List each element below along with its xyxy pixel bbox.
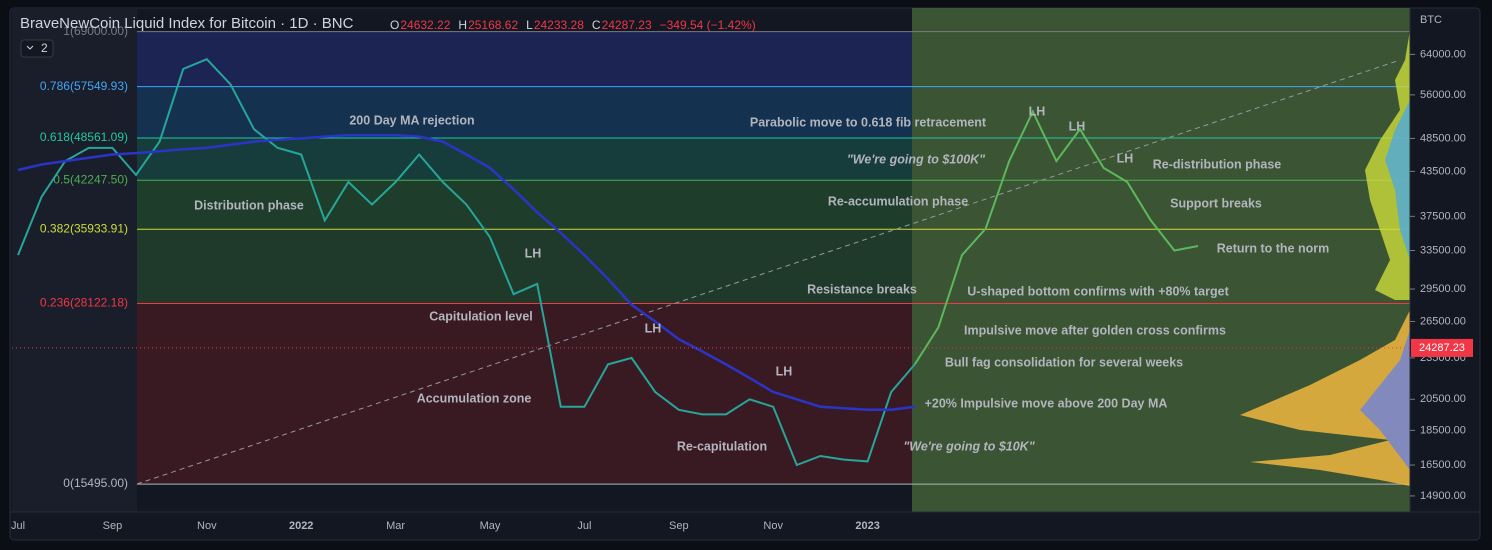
fib-label: 0.786(57549.93) (40, 79, 128, 93)
annotation: LH (1069, 119, 1086, 133)
x-tick-label: Jul (577, 520, 591, 532)
annotation: LH (1029, 104, 1046, 118)
y-tick-label: 29500.00 (1420, 283, 1466, 295)
x-tick-label: Nov (197, 520, 217, 532)
ohlc-key: H (458, 18, 467, 32)
y-tick-label: 16500.00 (1420, 459, 1466, 471)
price-tag (1411, 338, 1473, 357)
zone (137, 180, 912, 230)
annotation: +20% Impulsive move above 200 Day MA (925, 396, 1168, 410)
ohlc-key: C (592, 18, 601, 32)
price-line (17, 58, 916, 467)
x-tick-label: 2023 (855, 520, 879, 532)
x-tick-label: Sep (669, 520, 689, 532)
price-tag-label: 24287.23 (1419, 342, 1465, 354)
zone (137, 86, 912, 139)
annotation: Accumulation zone (417, 391, 532, 405)
y-tick-label: 43500.00 (1420, 165, 1466, 177)
zone (12, 8, 137, 512)
ohlc-value: 25168.62 (468, 18, 518, 32)
annotation: Re-capitulation (677, 439, 767, 453)
y-tick-label: 18500.00 (1420, 424, 1466, 436)
x-tick-label: May (480, 520, 501, 532)
volume-profile (1240, 310, 1410, 486)
annotation: Distribution phase (194, 198, 304, 212)
zone (137, 138, 912, 181)
zone (912, 8, 1410, 512)
annotation: Capitulation level (429, 309, 533, 323)
annotation: U-shaped bottom confirms with +80% targe… (967, 284, 1229, 298)
y-tick-label: 20500.00 (1420, 393, 1466, 405)
trend-line (136, 59, 1401, 485)
annotation: "We're going to $100K" (847, 152, 986, 166)
annotation: Return to the norm (1217, 241, 1330, 255)
chart-title: BraveNewCoin Liquid Index for Bitcoin · … (20, 15, 354, 32)
annotation: LH (525, 246, 542, 260)
y-tick-label: 33500.00 (1420, 244, 1466, 256)
annotation: Impulsive move after golden cross confir… (964, 323, 1226, 337)
annotation: "We're going to $10K" (903, 439, 1035, 453)
annotation: LH (1117, 151, 1134, 165)
x-tick-label: Sep (103, 520, 123, 532)
annotation: Re-distribution phase (1153, 157, 1282, 171)
zone (137, 31, 912, 87)
annotation: Re-accumulation phase (828, 194, 968, 208)
annotation: LH (645, 321, 662, 335)
annotation: 200 Day MA rejection (349, 113, 474, 127)
zones: 0(15495.00) 0.236(28122.18) 0.382(35933.91… (12, 8, 1410, 512)
price-line (17, 134, 915, 412)
fib-label: 0.236(28122.18) (40, 296, 128, 310)
annotation: Support breaks (1170, 196, 1262, 210)
price-line (913, 109, 1199, 365)
x-tick-label: Mar (386, 520, 405, 532)
ohlc-value: 24287.23 (602, 18, 652, 32)
fib-label: 0.618(48561.09) (40, 130, 128, 144)
volume-profile (1360, 330, 1410, 470)
annotation: Bull fag consolidation for several weeks (945, 355, 1183, 369)
ohlc-change: −349.54 (−1.42%) (660, 18, 756, 32)
ohlc-value: 24632.22 (400, 18, 450, 32)
ohlc-value: 24233.28 (534, 18, 584, 32)
chevron-icon (26, 45, 34, 50)
y-tick-label: 64000.00 (1420, 48, 1466, 60)
fib-label: 0(15495.00) (63, 476, 128, 490)
annotation: LH (776, 364, 793, 378)
ohlc-key: O (390, 18, 399, 32)
annotation: Parabolic move to 0.618 fib retracement (750, 115, 987, 129)
y-tick-label: 14900.00 (1420, 490, 1466, 502)
y-tick-label: 48500.00 (1420, 132, 1466, 144)
ohlc-key: L (526, 18, 533, 32)
x-tick-label: Nov (763, 520, 783, 532)
indicator-count: 2 (41, 41, 48, 55)
y-tick-label: 56000.00 (1420, 89, 1466, 101)
x-tick-label: 2022 (289, 520, 313, 532)
x-tick-label: Jul (11, 520, 25, 532)
fib-label: 0.382(35933.91) (40, 221, 128, 235)
fib-label: 0.5(42247.50) (53, 172, 128, 186)
fib-label: 1(69000.00) (63, 24, 128, 38)
currency-label: BTC (1420, 14, 1442, 26)
indicator-toggle[interactable] (20, 39, 54, 58)
annotation: Resistance breaks (807, 282, 917, 296)
volume-profile (1385, 100, 1410, 260)
y-tick-label: 37500.00 (1420, 210, 1466, 222)
zone (137, 229, 912, 304)
y-tick-label: 26500.00 (1420, 315, 1466, 327)
ohlc: O 24632.22 H 25168.62 L 24233.28 C 24287.23 −349… (390, 18, 756, 32)
